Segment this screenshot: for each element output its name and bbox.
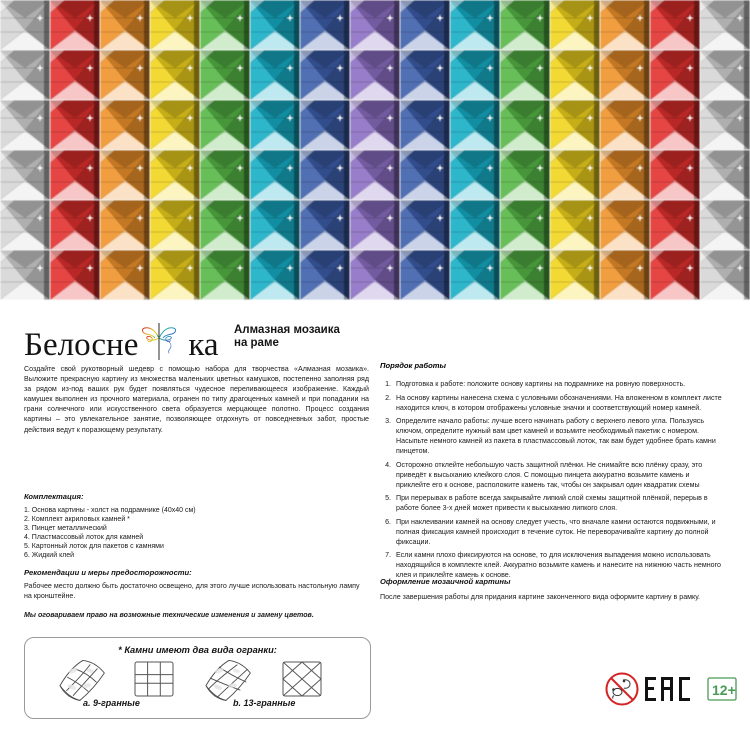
svg-text:12+: 12+ [712,682,736,698]
